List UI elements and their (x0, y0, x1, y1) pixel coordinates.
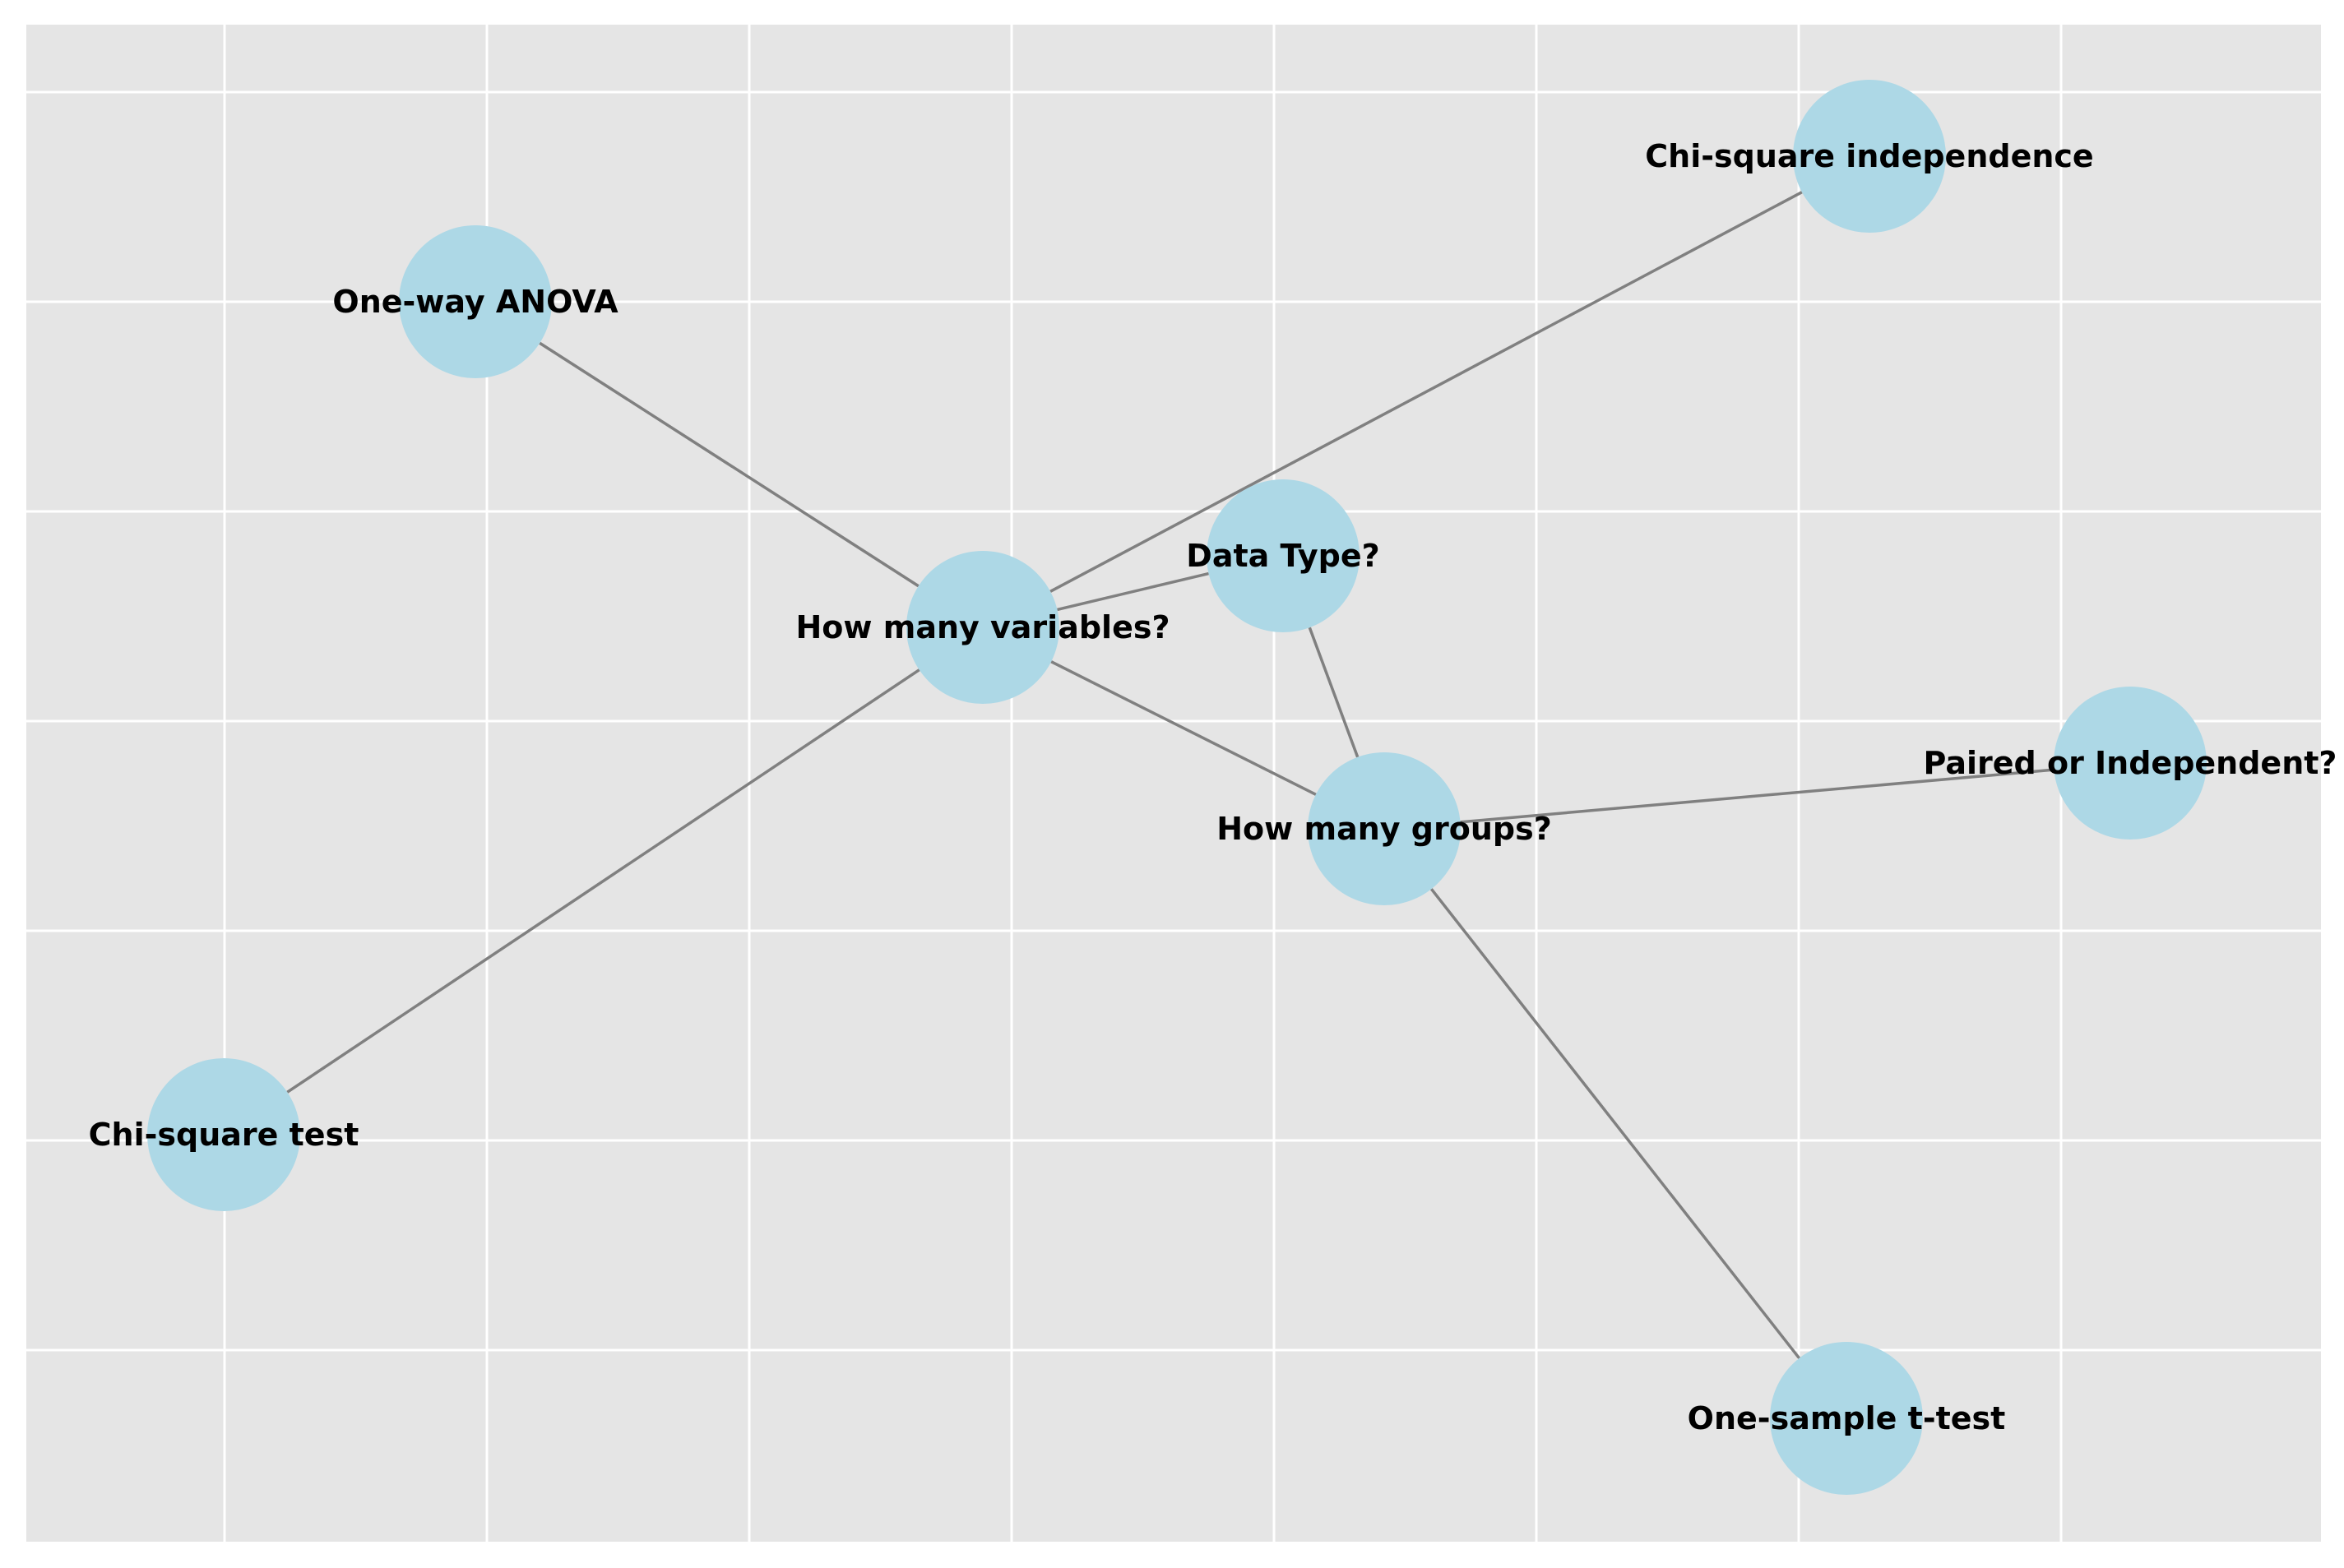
node-circle (1207, 479, 1360, 632)
node-circle (1793, 80, 1946, 233)
node-one-sample-t-test: One-sample t-test (1688, 1342, 2006, 1495)
plot-area (26, 25, 2321, 1542)
node-label: Chi-square independence (1645, 138, 2093, 174)
edge-how-many-groups-to-one-sample-t-test (1429, 888, 1801, 1359)
edge-data-type-to-how-many-groups (1308, 627, 1360, 758)
node-circle (2054, 687, 2207, 840)
nodes: Data Type? How many variables? How many gr… (89, 80, 2337, 1495)
node-how-many-groups: How many groups? (1216, 752, 1552, 905)
edge-how-many-variables-to-one-way-anova (539, 341, 920, 588)
node-chi-square-independence: Chi-square independence (1645, 80, 2094, 233)
node-label: One-sample t-test (1688, 1400, 2006, 1436)
edge-how-many-variables-to-how-many-groups (1050, 660, 1317, 796)
node-data-type: Data Type? (1186, 479, 1380, 632)
node-label: How many groups? (1216, 811, 1552, 847)
node-circle (1770, 1342, 1923, 1495)
node-paired-or-independent: Paired or Independent? (1924, 687, 2337, 840)
edge-how-many-variables-to-chi-square-test (286, 668, 920, 1094)
node-circle (399, 225, 552, 378)
node-circle (1308, 752, 1461, 905)
node-chi-square-test: Chi-square test (89, 1058, 359, 1211)
node-circle (147, 1058, 300, 1211)
node-how-many-variables: How many variables? (795, 551, 1170, 704)
node-label: Chi-square test (89, 1117, 359, 1153)
edge-data-type-to-how-many-variables (1057, 571, 1209, 612)
node-one-way-anova: One-way ANOVA (332, 225, 618, 378)
edge-how-many-variables-to-chi-square-independence (1049, 191, 1803, 593)
node-label: One-way ANOVA (332, 284, 618, 320)
edges (286, 191, 2054, 1359)
node-label: How many variables? (795, 609, 1170, 645)
grid-lines (26, 25, 2321, 1542)
node-label: Paired or Independent? (1924, 745, 2337, 781)
edge-how-many-groups-to-paired-or-independent (1460, 768, 2054, 824)
node-circle (906, 551, 1059, 704)
node-label: Data Type? (1186, 538, 1379, 574)
